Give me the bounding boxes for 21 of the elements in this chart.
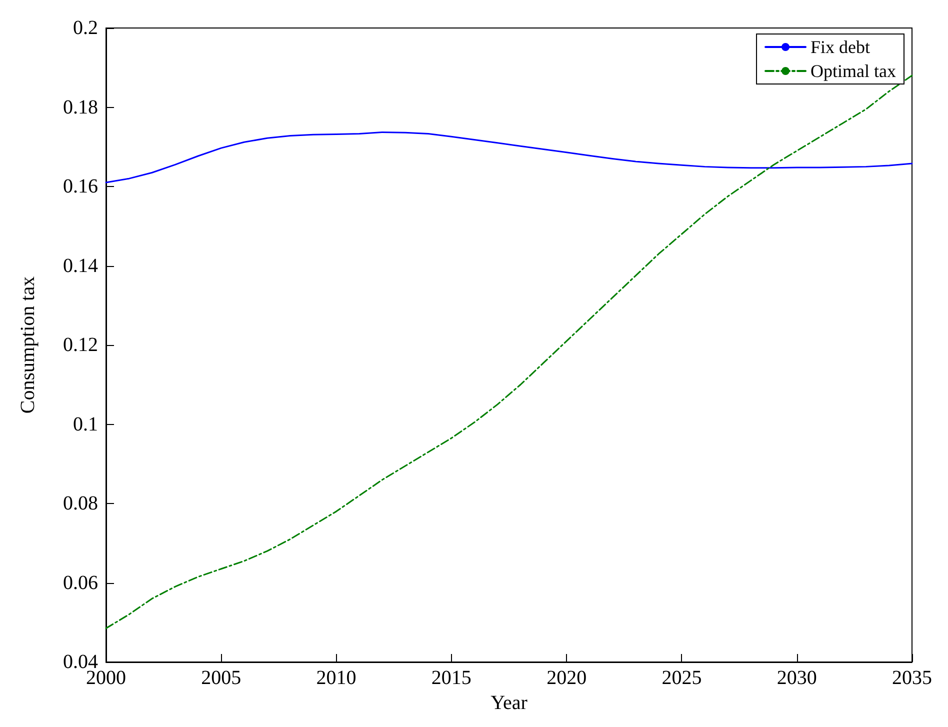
y-tick-label: 0.18 xyxy=(63,96,98,118)
x-tick-label: 2000 xyxy=(86,667,126,689)
x-tick-label: 2010 xyxy=(316,667,356,689)
x-tick-label: 2005 xyxy=(201,667,242,689)
x-axis-title: Year xyxy=(490,692,528,714)
y-tick-label: 0.16 xyxy=(63,176,98,198)
x-tick-label: 2030 xyxy=(776,667,817,689)
x-tick-label: 2025 xyxy=(662,667,702,689)
legend-label: Fix debt xyxy=(810,37,870,57)
x-tick-label: 2015 xyxy=(431,667,472,689)
y-tick-label: 0.14 xyxy=(63,254,98,277)
y-axis-title: Consumption tax xyxy=(17,276,39,414)
y-tick-label: 0.2 xyxy=(73,17,98,39)
legend-label: Optimal tax xyxy=(810,61,896,81)
line-series xyxy=(105,131,913,184)
y-tick-label: 0.08 xyxy=(63,492,98,514)
x-tick-label: 2035 xyxy=(892,667,932,689)
y-tick-label: 0.12 xyxy=(63,334,98,356)
y-tick-label: 0.1 xyxy=(73,413,98,436)
y-tick-label: 0.06 xyxy=(63,572,98,594)
x-tick-label: 2020 xyxy=(546,667,587,689)
